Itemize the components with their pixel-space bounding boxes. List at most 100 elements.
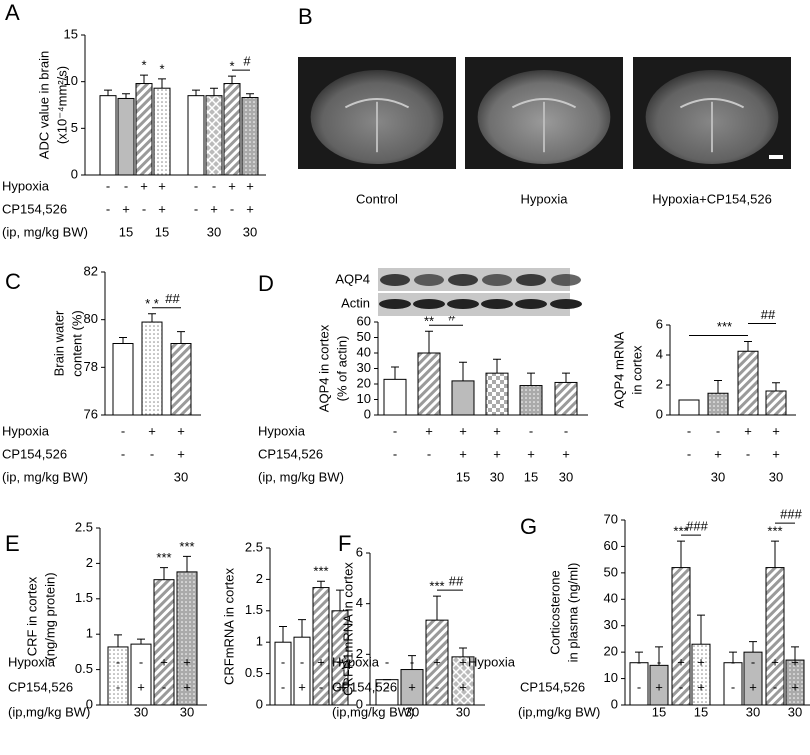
condition-mark: 15 xyxy=(524,469,538,484)
image-caption: Hypoxia+CP154,526 xyxy=(652,191,772,206)
condition-mark: + xyxy=(210,201,218,216)
condition-label: (ip,mg/kg BW) xyxy=(518,704,600,719)
y-axis-label: CRF in cortex xyxy=(24,576,39,656)
condition-mark: - xyxy=(116,679,120,694)
condition-mark: 15 xyxy=(694,704,708,719)
condition-mark: - xyxy=(142,201,146,216)
condition-mark: - xyxy=(751,654,755,669)
condition-mark: - xyxy=(731,654,735,669)
condition-mark: + xyxy=(336,654,344,669)
condition-mark: 30 xyxy=(456,704,470,719)
condition-mark: + xyxy=(246,178,254,193)
condition-mark: 30 xyxy=(134,704,148,719)
condition-mark: - xyxy=(385,679,389,694)
y-tick-label: 40 xyxy=(357,344,371,359)
blot-label: AQP4 xyxy=(335,271,370,286)
y-tick-label: 20 xyxy=(604,644,618,659)
condition-mark: 15 xyxy=(456,469,470,484)
condition-mark: + xyxy=(459,446,467,461)
y-axis-label: Corticosterone xyxy=(547,570,562,655)
condition-mark: - xyxy=(773,679,777,694)
condition-mark: - xyxy=(716,423,720,438)
error-bar xyxy=(655,646,663,666)
condition-mark: - xyxy=(281,679,285,694)
condition-mark: - xyxy=(106,201,110,216)
condition-mark: - xyxy=(194,178,198,193)
condition-label: Hypoxia xyxy=(2,423,50,438)
condition-mark: - xyxy=(657,654,661,669)
condition-mark: + xyxy=(183,679,191,694)
blot-band xyxy=(551,274,581,286)
condition-mark: - xyxy=(116,654,120,669)
error-bar xyxy=(119,337,127,344)
error-bar xyxy=(137,638,145,645)
condition-mark: - xyxy=(139,654,143,669)
error-bar xyxy=(246,93,254,98)
significance-label: *** xyxy=(767,524,782,539)
bar xyxy=(765,390,787,416)
y-tick-label: 2.5 xyxy=(245,539,263,554)
condition-mark: + xyxy=(772,446,780,461)
condition-mark: + xyxy=(177,423,185,438)
error-bar xyxy=(433,595,441,621)
error-bar xyxy=(459,647,467,657)
condition-label: (ip, mg/kg BW) xyxy=(2,224,88,239)
error-bar xyxy=(744,341,752,352)
y-axis-label: ADC value in brain xyxy=(36,51,51,159)
brain-structure xyxy=(679,98,745,109)
condition-mark: + xyxy=(336,679,344,694)
bar xyxy=(383,378,407,416)
bar xyxy=(519,385,543,416)
condition-mark: - xyxy=(124,178,128,193)
condition-label: (ip,mg/kg BW) xyxy=(8,704,90,719)
bar xyxy=(223,83,241,176)
error-bar xyxy=(391,366,399,380)
panel-letter: A xyxy=(5,0,20,25)
bar xyxy=(293,636,311,706)
condition-mark: + xyxy=(459,423,467,438)
y-tick-label: 10 xyxy=(604,670,618,685)
y-tick-label: 2.5 xyxy=(75,519,93,534)
blot-band xyxy=(380,274,410,286)
condition-mark: 15 xyxy=(119,224,133,239)
condition-mark: + xyxy=(493,446,501,461)
panel-letter: F xyxy=(338,531,351,556)
error-bar xyxy=(336,589,344,611)
condition-mark: + xyxy=(158,201,166,216)
blot-label: Actin xyxy=(341,295,370,310)
condition-mark: 30 xyxy=(711,469,725,484)
error-bar xyxy=(279,626,287,643)
significance-label: *** xyxy=(179,539,194,554)
y-axis-label: (x10⁻⁴mm²/s) xyxy=(54,66,69,144)
condition-mark: - xyxy=(319,679,323,694)
significance-label: * xyxy=(229,59,234,74)
condition-mark: 30 xyxy=(559,469,573,484)
condition-mark: + xyxy=(158,178,166,193)
blot-band xyxy=(448,274,478,286)
condition-mark: + xyxy=(317,654,325,669)
bar xyxy=(187,95,205,176)
y-axis-label: CRFmRNA in cortex xyxy=(221,567,236,685)
condition-mark: - xyxy=(637,679,641,694)
condition-mark: 30 xyxy=(207,224,221,239)
significance-label: *** xyxy=(156,550,171,565)
y-tick-label: 1.5 xyxy=(245,602,263,617)
condition-mark: + xyxy=(148,423,156,438)
condition-mark: 30 xyxy=(769,469,783,484)
y-tick-label: 1 xyxy=(256,634,263,649)
blot-band xyxy=(447,299,479,309)
condition-label: CP154,526 xyxy=(8,679,73,694)
condition-mark: + xyxy=(527,446,535,461)
bar xyxy=(205,95,223,176)
error-bar xyxy=(210,87,218,96)
brain-structure xyxy=(344,98,410,109)
y-tick-label: 0 xyxy=(611,696,618,711)
panel-letter: D xyxy=(258,271,274,296)
error-bar xyxy=(317,580,325,588)
y-tick-label: 40 xyxy=(604,591,618,606)
y-tick-label: 15 xyxy=(64,26,78,41)
y-tick-label: 78 xyxy=(84,359,98,374)
y-tick-label: 50 xyxy=(357,329,371,344)
condition-mark: - xyxy=(410,654,414,669)
